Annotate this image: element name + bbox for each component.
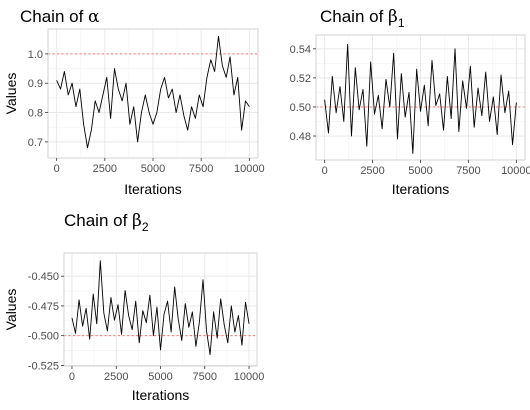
y-tick-label: 0.54 (290, 44, 311, 56)
x-tick-label: 10000 (234, 163, 265, 175)
y-tick-label: 0.48 (290, 131, 311, 143)
x-tick-label: 7500 (456, 165, 480, 177)
x-tick-label: 10000 (234, 371, 265, 383)
x-tick-label: 5000 (408, 165, 432, 177)
chart-panel-1: 0 2500 5000 7500 10000 0.7 0.8 0.9 1.0 Iterations… (3, 7, 265, 197)
panel-title-text: Chain of (20, 7, 88, 26)
panel-title: Chain of β1 (320, 7, 405, 30)
chart-panel-3: 0 2500 5000 7500 10000 -0.525 -0.500 -0.475 -0.4… (3, 211, 264, 403)
x-tick-label: 2500 (360, 165, 384, 177)
panel-title: Chain of β2 (64, 211, 149, 234)
panel-title-text: Chain of (64, 211, 132, 230)
x-tick-label: 2500 (104, 371, 128, 383)
y-tick-label: 0.50 (290, 102, 311, 114)
y-tick-label: -0.475 (28, 301, 59, 313)
panel-title-subscript: 1 (398, 16, 405, 30)
y-axis-title: Values (3, 289, 19, 331)
chart-panel-2: 0 2500 5000 7500 10000 0.48 0.50 0.52 0.54 Iterat… (290, 7, 530, 197)
panel-title-symbol: β (388, 7, 398, 27)
panel-title-subscript: 2 (142, 220, 149, 234)
y-tick-label: 1.0 (28, 49, 43, 61)
trace-line (56, 35, 250, 149)
x-tick-label: 0 (69, 371, 75, 383)
y-tick-label: -0.450 (28, 271, 59, 283)
panel-title: Chain of α (20, 7, 100, 27)
x-tick-label: 0 (322, 165, 328, 177)
x-tick-label: 10000 (501, 165, 530, 177)
y-tick-label: -0.500 (28, 331, 59, 343)
panel-title-symbol: α (88, 7, 100, 27)
panel-title-text: Chain of (320, 7, 388, 26)
x-tick-label: 0 (54, 163, 60, 175)
x-axis-title: Iterations (132, 387, 190, 403)
x-axis-title: Iterations (124, 181, 182, 197)
y-tick-label: 0.52 (290, 73, 311, 85)
x-tick-label: 2500 (93, 163, 117, 175)
x-tick-label: 7500 (189, 163, 213, 175)
y-tick-label: 0.8 (28, 108, 43, 120)
trace-line (71, 260, 250, 356)
y-tick-label: 0.7 (28, 137, 43, 149)
y-tick-label: 0.9 (28, 78, 43, 90)
panel-title-symbol: β (132, 211, 142, 231)
x-tick-label: 5000 (141, 163, 165, 175)
y-tick-label: -0.525 (28, 360, 59, 372)
x-tick-label: 7500 (193, 371, 217, 383)
y-axis-title: Values (3, 73, 19, 115)
x-tick-label: 5000 (148, 371, 172, 383)
trace-line (324, 44, 517, 154)
x-axis-title: Iterations (392, 181, 450, 197)
